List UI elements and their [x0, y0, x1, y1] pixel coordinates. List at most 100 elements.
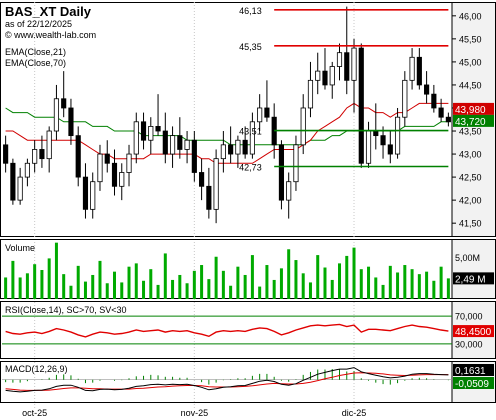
- candle-body-32: [235, 139, 241, 155]
- price-ytick-label-9: 41,50: [459, 219, 482, 229]
- volume-bar-2: [18, 277, 22, 299]
- candle-body-43: [315, 70, 321, 81]
- candle-body-36: [264, 107, 270, 118]
- volume-bar-32: [236, 266, 240, 299]
- volume-bar-48: [352, 247, 356, 299]
- volume-bar-0: [4, 277, 8, 299]
- volume-last-tag: 2,49 M: [455, 274, 486, 285]
- rsi-title: RSI(Close,14), SC>70, SV<30: [5, 305, 127, 315]
- candle-body-34: [249, 121, 255, 155]
- source-credit: © www.wealth-lab.com: [5, 30, 96, 40]
- level-label-1: 45,35: [239, 42, 262, 52]
- volume-bar-14: [105, 283, 109, 299]
- candle-body-20: [148, 126, 154, 141]
- volume-bar-33: [243, 274, 247, 299]
- volume-bar-20: [149, 269, 153, 299]
- volume-axis-bg: [452, 239, 496, 299]
- volume-bar-44: [323, 267, 327, 299]
- chart-title: BAS_XT Daily: [5, 4, 92, 19]
- candle-body-58: [424, 84, 430, 95]
- ema-slow-label: EMA(Close,70): [5, 58, 66, 68]
- volume-bar-15: [113, 271, 116, 299]
- x-axis-label-2: dic-25: [342, 408, 367, 418]
- candle-body-31: [228, 144, 234, 155]
- candle-body-26: [191, 139, 197, 173]
- candle-body-60: [438, 107, 444, 118]
- volume-bar-27: [200, 265, 204, 299]
- price-ytick-label-5: 43,50: [459, 127, 482, 137]
- candle-body-1: [10, 162, 16, 201]
- volume-bar-7: [54, 242, 58, 299]
- candle-body-61: [445, 116, 451, 123]
- volume-bar-61: [446, 278, 450, 299]
- as-of-date: as of 22/12/2025: [5, 19, 72, 29]
- price-ytick-label-2: 45,00: [459, 57, 482, 67]
- candle-body-30: [220, 144, 226, 160]
- price-ytick-label-7: 42,50: [459, 173, 482, 183]
- rsi-ytick-label-0: 70,000: [455, 312, 483, 322]
- price-ytick-label-1: 45,50: [459, 34, 482, 44]
- candle-body-44: [322, 70, 328, 86]
- volume-bar-9: [69, 285, 73, 299]
- volume-bar-36: [265, 265, 269, 299]
- volume-bar-10: [76, 265, 80, 299]
- volume-bar-38: [279, 268, 283, 299]
- candle-body-41: [300, 107, 306, 146]
- volume-bar-45: [330, 279, 334, 299]
- candle-body-55: [402, 79, 408, 118]
- volume-bar-28: [207, 279, 211, 299]
- candle-body-47: [344, 52, 350, 81]
- volume-bar-31: [229, 285, 233, 299]
- candle-body-48: [351, 47, 357, 81]
- candle-body-3: [24, 162, 30, 178]
- candle-body-6: [46, 130, 52, 160]
- candle-body-14: [104, 153, 110, 164]
- candle-body-13: [97, 153, 103, 183]
- candle-body-17: [126, 153, 132, 173]
- volume-bar-56: [410, 269, 414, 299]
- candle-body-15: [111, 162, 118, 187]
- rsi-last-tag-bg: [453, 325, 494, 338]
- signal-last-tag: -0,0509: [455, 379, 489, 390]
- candle-body-39: [286, 181, 292, 201]
- macd-last-tag: 0,1631: [455, 366, 486, 377]
- candle-body-0: [3, 144, 9, 164]
- candle-body-27: [199, 172, 205, 187]
- price-last-tag-1: 43,720: [455, 117, 486, 128]
- candle-body-25: [184, 139, 190, 150]
- candle-body-5: [39, 149, 45, 160]
- candle-body-4: [32, 149, 38, 164]
- volume-panel: Volume 5,00M 2,49 M: [0, 239, 496, 299]
- candle-body-59: [431, 93, 437, 109]
- volume-bar-1: [11, 260, 15, 299]
- ema-fast-label: EMA(Close,21): [5, 47, 66, 57]
- volume-bar-8: [62, 274, 66, 299]
- rsi-last-tag: 48,4500: [455, 327, 492, 338]
- candle-body-8: [61, 98, 67, 109]
- volume-bar-34: [250, 255, 254, 299]
- price-last-tag-0-bg: [453, 102, 494, 115]
- volume-bar-54: [396, 272, 400, 299]
- volume-bar-52: [381, 284, 385, 299]
- volume-bar-39: [287, 249, 291, 299]
- volume-bar-19: [142, 280, 146, 299]
- candle-body-11: [82, 176, 89, 210]
- candle-body-19: [140, 121, 147, 141]
- candle-body-35: [257, 107, 263, 123]
- price-ytick-label-3: 44,50: [459, 80, 482, 90]
- x-axis-label-1: nov-25: [181, 408, 209, 418]
- macd-title: MACD(12,26,9): [5, 364, 68, 374]
- volume-bar-57: [417, 274, 421, 299]
- candle-body-7: [53, 98, 60, 132]
- candle-body-10: [75, 135, 81, 178]
- volume-bar-40: [294, 260, 298, 299]
- volume-bar-11: [83, 281, 87, 299]
- level-label-3: 42,73: [239, 163, 262, 173]
- price-panel: 46,0045,5045,0044,5044,0043,5043,0042,50…: [0, 2, 496, 410]
- volume-bar-22: [163, 253, 167, 299]
- candle-body-57: [416, 56, 422, 86]
- volume-bar-12: [91, 274, 95, 299]
- candle-body-24: [177, 135, 183, 150]
- volume-bar-58: [425, 271, 429, 299]
- candle-body-23: [169, 135, 176, 155]
